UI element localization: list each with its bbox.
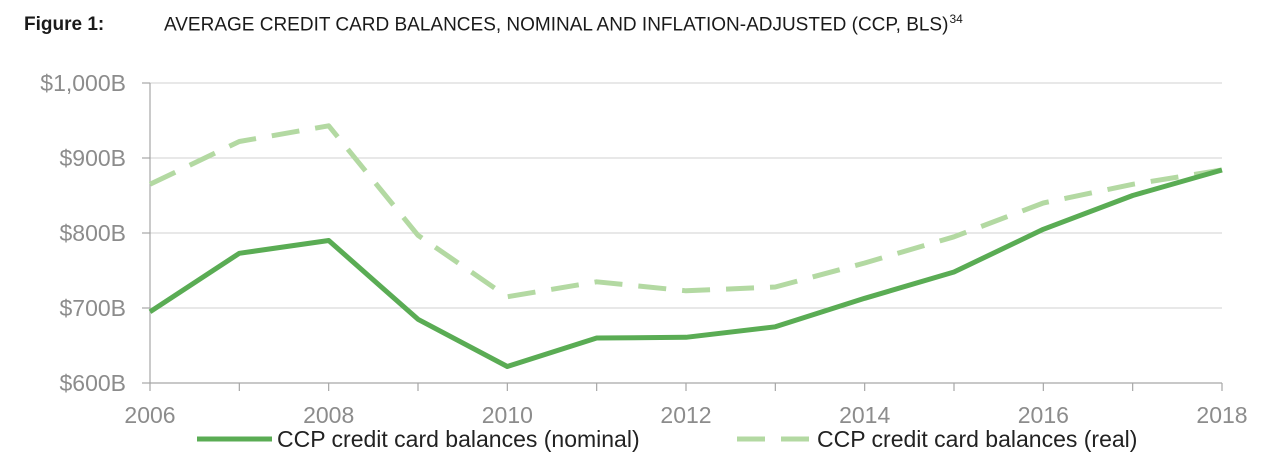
x-tick-label: 2018 — [1196, 402, 1247, 428]
x-tick-label: 2006 — [124, 402, 175, 428]
gridlines — [150, 82, 1222, 309]
y-axis-ticks: $600B $700B $800B $900B $1,000B — [40, 70, 150, 396]
figure-label: Figure 1: — [24, 14, 105, 36]
figure-title: AVERAGE CREDIT CARD BALANCES, NOMINAL AN… — [164, 12, 963, 36]
y-tick-label: $1,000B — [40, 70, 126, 96]
x-axis-ticks: 2006 2008 2010 2012 2014 2016 2018 — [124, 383, 1248, 428]
legend-item-real: CCP credit card balances (real) — [737, 426, 1137, 452]
x-tick-label: 2012 — [660, 402, 711, 428]
figure-header: Figure 1: AVERAGE CREDIT CARD BALANCES, … — [24, 12, 963, 42]
y-tick-label: $900B — [59, 145, 126, 171]
legend-label: CCP credit card balances (real) — [817, 426, 1137, 452]
figure-title-text: AVERAGE CREDIT CARD BALANCES, NOMINAL AN… — [164, 14, 949, 36]
series-line-nominal — [148, 167, 1223, 369]
y-tick-label: $800B — [59, 220, 126, 246]
legend: CCP credit card balances (nominal) CCP cr… — [197, 426, 1137, 452]
y-tick-label: $600B — [59, 370, 126, 396]
y-tick-label: $700B — [59, 295, 126, 321]
legend-item-nominal: CCP credit card balances (nominal) — [197, 426, 640, 452]
legend-label: CCP credit card balances (nominal) — [277, 426, 640, 452]
footnote-ref: 34 — [949, 12, 963, 26]
x-tick-label: 2016 — [1018, 402, 1069, 428]
x-tick-label: 2010 — [482, 402, 533, 428]
series-line-real — [148, 123, 1223, 300]
series-lines — [148, 123, 1223, 369]
x-tick-label: 2008 — [303, 402, 354, 428]
x-tick-label: 2014 — [839, 402, 890, 428]
